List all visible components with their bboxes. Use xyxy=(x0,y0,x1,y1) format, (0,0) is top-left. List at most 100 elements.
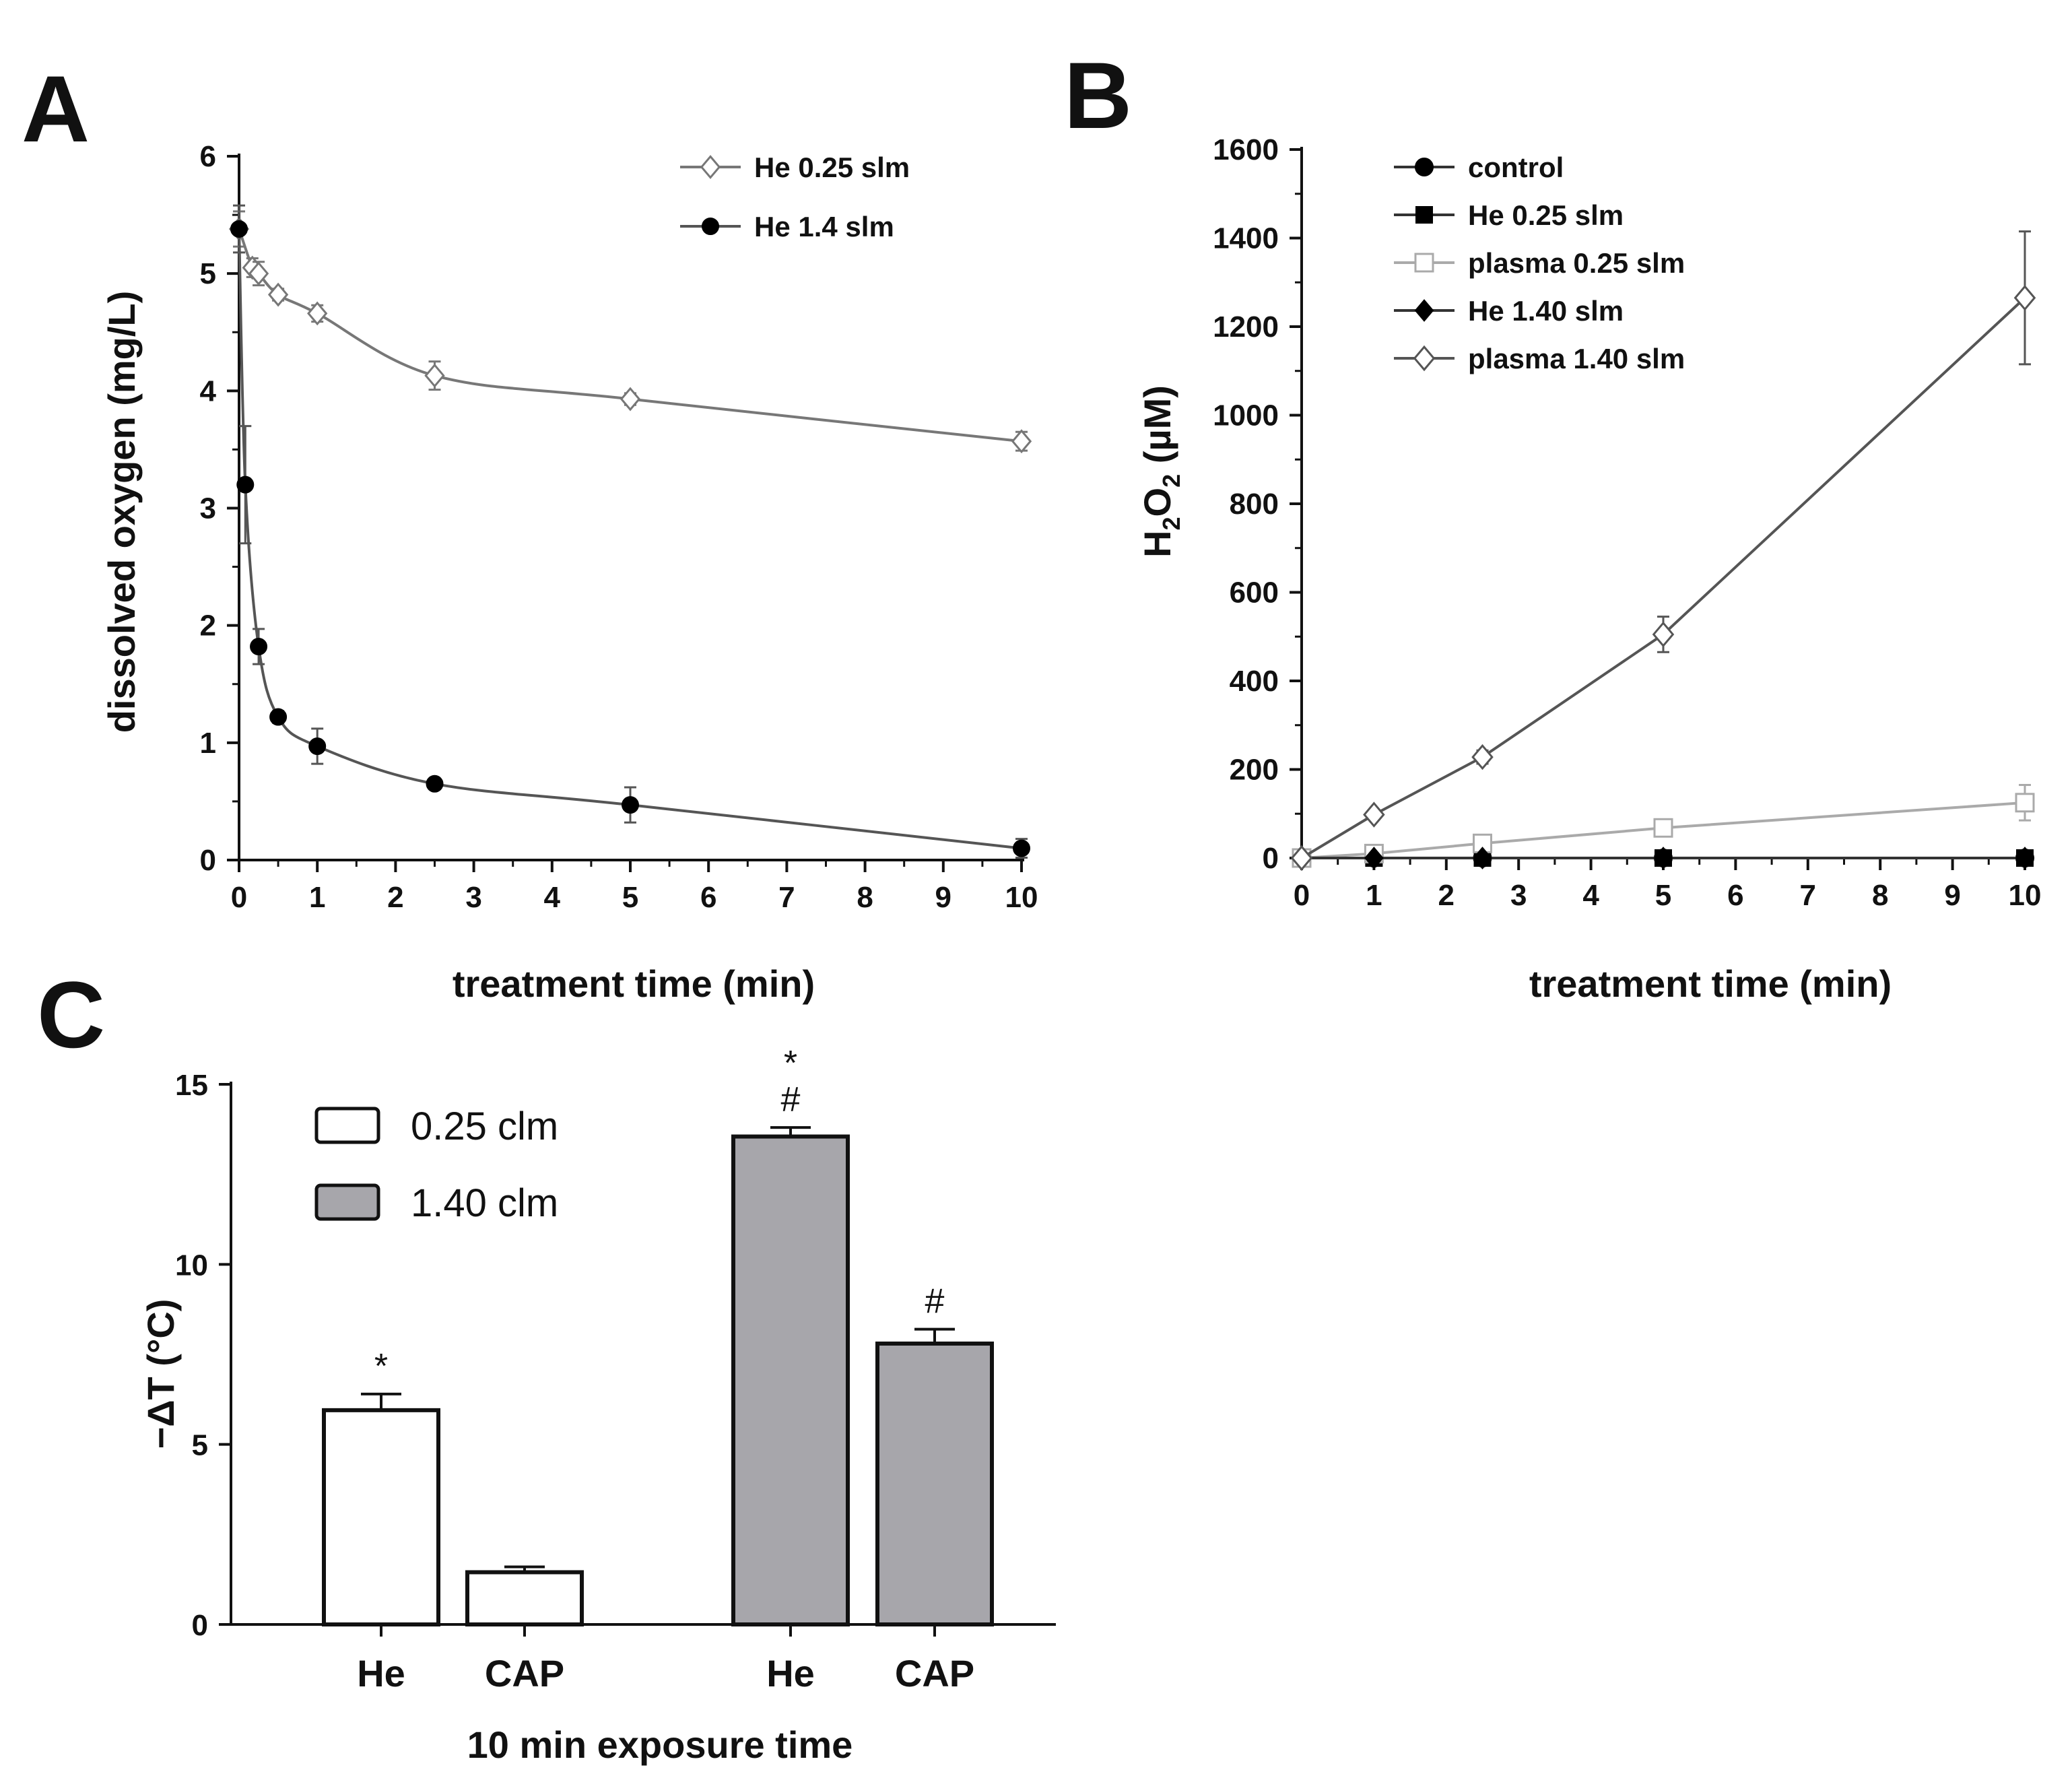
legend-label: He 1.4 slm xyxy=(754,211,894,242)
legend-marker xyxy=(1414,253,1434,273)
data-point xyxy=(2013,285,2036,311)
bar-group-cap: CAP # xyxy=(875,1282,994,1694)
x-tick-label: 6 xyxy=(1727,879,1743,912)
legend-label: He 0.25 slm xyxy=(754,152,910,183)
bar-group-he: He *# xyxy=(731,1044,850,1694)
y-tick-label: 4 xyxy=(200,374,217,407)
legend-marker xyxy=(1413,345,1436,372)
ylabel-o: O xyxy=(1136,488,1178,517)
data-point xyxy=(230,220,248,238)
x-tick-label: 3 xyxy=(465,881,481,914)
y-tick-label: 1 xyxy=(200,727,216,760)
significance-hash: # xyxy=(781,1080,801,1119)
data-point xyxy=(426,775,444,793)
series-line xyxy=(1300,296,2026,859)
x-tick-label: 7 xyxy=(778,881,795,914)
data-point xyxy=(308,737,327,756)
x-tick-label: 8 xyxy=(1872,879,1888,912)
ylabel-sub-2: 2 xyxy=(1158,474,1185,488)
x-tick-label: 10 xyxy=(2009,879,2042,912)
data-point xyxy=(307,301,328,326)
data-point xyxy=(1653,818,1673,838)
data-point xyxy=(1011,429,1032,454)
x-tick-label: 0 xyxy=(231,881,247,914)
legend-label: He 0.25 slm xyxy=(1468,199,1624,231)
significance-hash: # xyxy=(925,1282,945,1321)
bar xyxy=(465,1570,584,1627)
x-tick-label: 4 xyxy=(544,881,561,914)
y-tick-label: 600 xyxy=(1230,577,1279,610)
x-tick-label: 5 xyxy=(622,881,638,914)
bar xyxy=(322,1408,440,1626)
legend-label: control xyxy=(1468,152,1564,183)
legend-marker xyxy=(702,218,719,235)
series-line xyxy=(238,228,1022,850)
y-tick-label: 1600 xyxy=(1213,133,1279,166)
panel-label-a: A xyxy=(22,56,90,162)
x-tick-label: 9 xyxy=(1944,879,1960,912)
panel-c-x-axis-title: 10 min exposure time xyxy=(467,1723,853,1766)
x-tick-label: 4 xyxy=(1582,879,1599,912)
legend-marker xyxy=(700,155,721,179)
x-tick-label: 0 xyxy=(1294,879,1310,912)
x-tick-label: 1 xyxy=(309,881,325,914)
legend-label: plasma 0.25 slm xyxy=(1468,247,1685,279)
series-plasma-1-40-slm xyxy=(1290,230,2036,871)
x-tick-label: He xyxy=(766,1652,815,1694)
bar-group-he: He * xyxy=(322,1347,440,1694)
bar xyxy=(875,1341,994,1626)
series-he-0-25-slm xyxy=(228,210,1032,454)
data-point xyxy=(248,261,269,286)
x-tick-label: 5 xyxy=(1655,879,1671,912)
data-point xyxy=(1363,801,1385,828)
x-tick-label: CAP xyxy=(485,1652,564,1694)
y-tick-label: 10 xyxy=(175,1249,208,1282)
data-point xyxy=(1013,839,1030,857)
legend-marker xyxy=(1415,206,1433,224)
panel-label-b: B xyxy=(1064,42,1132,148)
y-tick-label: 5 xyxy=(192,1429,208,1462)
panel-a-x-axis-title: treatment time (min) xyxy=(453,962,815,1005)
legend-marker xyxy=(1414,299,1434,322)
bar-group-cap: CAP xyxy=(465,1565,584,1694)
x-tick-label: He xyxy=(357,1652,405,1694)
x-tick-label: 1 xyxy=(1366,879,1382,912)
y-tick-label: 200 xyxy=(1230,754,1279,787)
panel-b-chart: 0 1 2 3 4 5 6 7 8 9 10 0 200 400 600 800 1000 1200 1400 160… xyxy=(1136,133,2041,1005)
panel-label-c: C xyxy=(37,962,105,1067)
y-tick-label: 6 xyxy=(200,140,216,173)
legend-label: He 1.40 slm xyxy=(1468,295,1624,327)
x-tick-label: 6 xyxy=(700,881,716,914)
panel-a-chart: 0 1 2 3 4 5 6 7 8 9 10 0 1 2 3 4 5 6 He 0.25 slm He 1.4 sl… xyxy=(100,140,1038,1005)
data-point xyxy=(424,363,445,388)
panel-b-x-axis-title: treatment time (min) xyxy=(1529,962,1892,1005)
y-tick-label: 0 xyxy=(1263,842,1279,875)
legend-swatch xyxy=(314,1183,380,1221)
y-tick-label: 1400 xyxy=(1213,222,1279,255)
y-tick-label: 2 xyxy=(200,610,216,643)
y-tick-label: 15 xyxy=(175,1069,208,1102)
legend-swatch xyxy=(314,1107,380,1144)
legend-label: 1.40 clm xyxy=(411,1181,558,1225)
y-tick-label: 800 xyxy=(1230,488,1279,521)
data-point xyxy=(1652,621,1675,648)
y-tick-label: 1200 xyxy=(1213,310,1279,343)
data-point xyxy=(1290,845,1313,871)
y-tick-label: 1000 xyxy=(1213,399,1279,432)
x-tick-label: 2 xyxy=(1438,879,1455,912)
data-point xyxy=(269,708,288,726)
x-tick-label: 3 xyxy=(1510,879,1527,912)
ylabel-unit: (µM) xyxy=(1136,385,1178,474)
panel-c-y-axis-title: −ΔT (°C) xyxy=(139,1299,182,1449)
data-point xyxy=(2015,793,2035,813)
ylabel-sub-1: 2 xyxy=(1158,517,1185,530)
x-tick-label: CAP xyxy=(895,1652,974,1694)
data-point xyxy=(236,475,255,494)
x-tick-label: 8 xyxy=(857,881,873,914)
data-point xyxy=(1471,744,1494,770)
x-tick-label: 7 xyxy=(1800,879,1816,912)
ylabel-h: H xyxy=(1136,530,1178,557)
y-tick-label: 0 xyxy=(200,844,216,877)
